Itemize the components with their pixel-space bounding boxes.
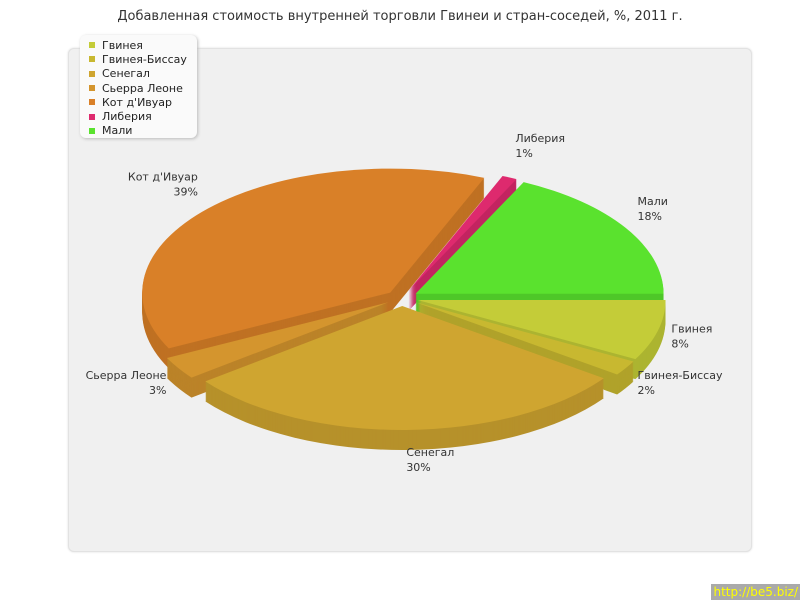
data-label: Кот д'Ивуар — [128, 171, 198, 184]
legend-swatch — [89, 56, 95, 63]
legend-swatch — [89, 99, 95, 106]
legend-item[interactable]: Сьерра Леоне — [80, 81, 197, 95]
legend-swatch — [89, 85, 95, 92]
pie-slice — [415, 182, 664, 294]
legend-swatch — [89, 42, 95, 49]
data-label: Гвинея-Биссау — [638, 369, 723, 382]
legend-item[interactable]: Кот д'Ивуар — [80, 95, 197, 109]
legend: Гвинея Гвинея-Биссау Сенегал Сьерра Леоне Ко… — [80, 35, 197, 138]
legend-swatch — [89, 113, 95, 120]
legend-label: Гвинея-Биссау — [102, 52, 187, 66]
data-label-percent: 2% — [638, 384, 655, 397]
legend-label: Либерия — [102, 110, 152, 124]
legend-item[interactable]: Мали — [80, 124, 197, 138]
data-label-percent: 8% — [671, 337, 688, 350]
data-label-percent: 30% — [406, 461, 430, 474]
data-label: Сенегал — [406, 446, 454, 459]
legend-label: Сьерра Леоне — [102, 81, 183, 95]
legend-item[interactable]: Сенегал — [80, 67, 197, 81]
legend-label: Кот д'Ивуар — [102, 95, 173, 109]
data-label-percent: 18% — [638, 210, 662, 223]
data-label-percent: 3% — [149, 384, 166, 397]
pie-slice — [205, 305, 604, 430]
legend-label: Сенегал — [102, 67, 150, 81]
watermark-link[interactable]: http://be5.biz/ — [711, 584, 800, 600]
pie-slice — [166, 302, 389, 378]
legend-swatch — [89, 70, 95, 77]
chart-title: Добавленная стоимость внутренней торговл… — [117, 9, 683, 24]
pie-slice — [142, 168, 485, 349]
pie-slice — [415, 302, 634, 375]
pie-slice — [408, 175, 517, 291]
legend-item[interactable]: Гвинея — [80, 38, 197, 52]
legend-item[interactable]: Гвинея-Биссау — [80, 52, 197, 66]
legend-swatch — [89, 127, 95, 134]
data-label: Гвинея — [671, 322, 712, 335]
pie-slice — [417, 299, 666, 360]
legend-item[interactable]: Либерия — [80, 109, 197, 123]
data-label-percent: 1% — [515, 147, 532, 160]
data-label: Сьерра Леоне — [86, 369, 167, 382]
data-label-percent: 39% — [173, 186, 197, 199]
legend-label: Мали — [102, 124, 133, 138]
data-label: Либерия — [515, 132, 565, 145]
data-label: Мали — [638, 195, 668, 208]
legend-label: Гвинея — [102, 38, 143, 52]
